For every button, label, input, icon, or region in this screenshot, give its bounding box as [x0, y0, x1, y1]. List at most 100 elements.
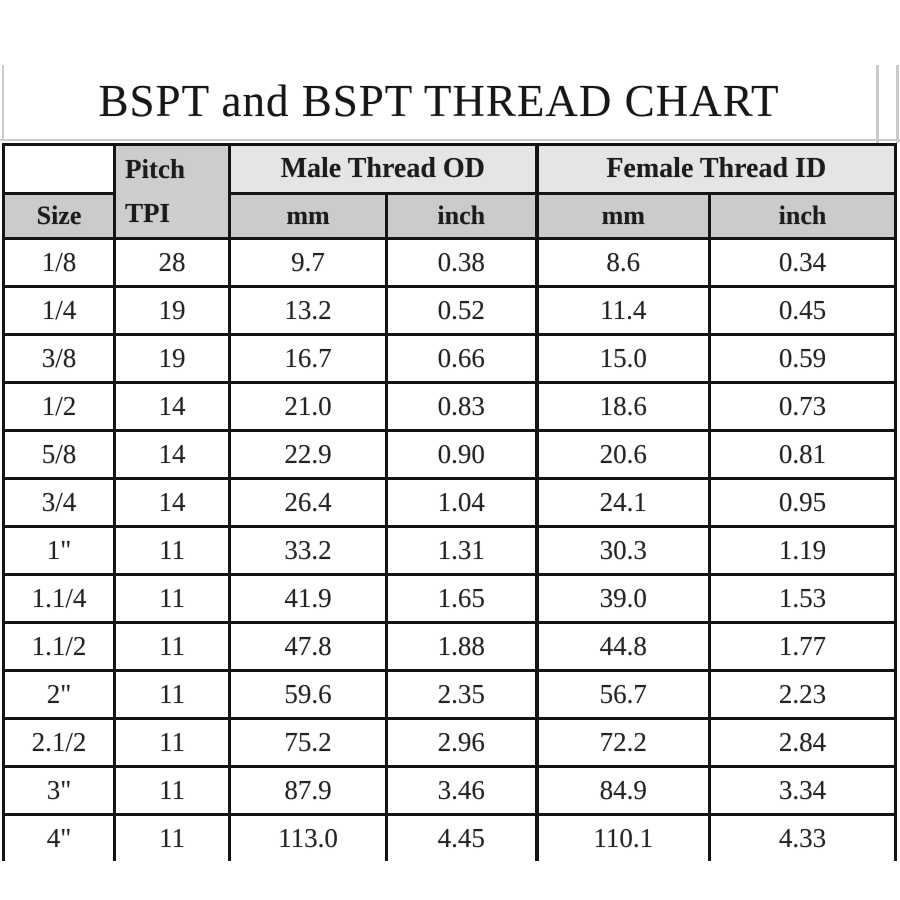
table-cell: 47.8 — [228, 621, 388, 672]
table-cell: 5/8 — [2, 429, 116, 480]
table-row: 1/2 14 21.0 0.83 18.6 0.73 — [2, 381, 897, 432]
table-cell: 110.1 — [535, 813, 711, 861]
table-cell: 11 — [113, 717, 231, 768]
table-row: 4" 11 113.0 4.45 110.1 4.33 — [2, 813, 897, 861]
table-cell: 13.2 — [228, 285, 388, 336]
table-cell: 2.1/2 — [2, 717, 116, 768]
scan-line-horizontal — [0, 139, 900, 141]
table-cell: 56.7 — [535, 669, 711, 720]
table-cell: 26.4 — [228, 477, 388, 528]
table-cell: 18.6 — [535, 381, 711, 432]
table-cell: 28 — [113, 237, 231, 288]
table-cell: 75.2 — [228, 717, 388, 768]
table-cell: 0.59 — [708, 333, 897, 384]
table-cell: 1.31 — [385, 525, 539, 576]
table-cell: 11 — [113, 621, 231, 672]
table-cell: 33.2 — [228, 525, 388, 576]
table-cell: 3.34 — [708, 765, 897, 816]
table-cell: 1/8 — [2, 237, 116, 288]
table-cell: 0.73 — [708, 381, 897, 432]
table-cell: 3/4 — [2, 477, 116, 528]
table-cell: 1" — [2, 525, 116, 576]
table-cell: 15.0 — [535, 333, 711, 384]
table-row: 2" 11 59.6 2.35 56.7 2.23 — [2, 669, 897, 720]
table-cell: 113.0 — [228, 813, 388, 861]
table-cell: 21.0 — [228, 381, 388, 432]
header-row-units: Size mm inch mm inch — [2, 192, 897, 240]
table-cell: 14 — [113, 429, 231, 480]
table-cell: 1.77 — [708, 621, 897, 672]
scan-line-vertical-left — [2, 65, 4, 140]
table-cell: 1.1/2 — [2, 621, 116, 672]
table-row: 1" 11 33.2 1.31 30.3 1.19 — [2, 525, 897, 576]
table-cell: 0.38 — [385, 237, 539, 288]
table-cell: 11 — [113, 669, 231, 720]
table-cell: 72.2 — [535, 717, 711, 768]
table-cell: 1.65 — [385, 573, 539, 624]
thread-chart-table: Pitch TPI Male Thread OD Female Thread I… — [2, 143, 897, 861]
table-cell: 1/4 — [2, 285, 116, 336]
female-mm-header: mm — [535, 192, 711, 240]
table-cell: 1/2 — [2, 381, 116, 432]
table-cell: 9.7 — [228, 237, 388, 288]
female-inch-header: inch — [708, 192, 897, 240]
table-cell: 44.8 — [535, 621, 711, 672]
page-title: BSPT and BSPT THREAD CHART — [98, 76, 780, 126]
male-thread-od-header: Male Thread OD — [228, 143, 539, 195]
scan-line-vertical-right-outer — [896, 65, 899, 143]
table-cell: 2" — [2, 669, 116, 720]
table-cell: 16.7 — [228, 333, 388, 384]
tpi-header-line2: TPI — [125, 197, 171, 228]
table-header: Pitch TPI Male Thread OD Female Thread I… — [2, 143, 897, 240]
table-cell: 20.6 — [535, 429, 711, 480]
table-cell: 3" — [2, 765, 116, 816]
table-cell: 1.04 — [385, 477, 539, 528]
table-cell: 39.0 — [535, 573, 711, 624]
table-cell: 11 — [113, 813, 231, 861]
table-cell: 1.88 — [385, 621, 539, 672]
table-cell: 0.83 — [385, 381, 539, 432]
table-cell: 19 — [113, 333, 231, 384]
table-cell: 14 — [113, 477, 231, 528]
corner-empty-cell — [2, 143, 116, 195]
table-cell: 4" — [2, 813, 116, 861]
table-cell: 0.81 — [708, 429, 897, 480]
table-cell: 0.45 — [708, 285, 897, 336]
table-row: 3" 11 87.9 3.46 84.9 3.34 — [2, 765, 897, 816]
table-cell: 11.4 — [535, 285, 711, 336]
scan-line-vertical-right-inner — [876, 65, 879, 143]
table-cell: 84.9 — [535, 765, 711, 816]
table-cell: 0.52 — [385, 285, 539, 336]
table-cell: 4.33 — [708, 813, 897, 861]
male-inch-header: inch — [385, 192, 539, 240]
table-cell: 11 — [113, 525, 231, 576]
table-cell: 41.9 — [228, 573, 388, 624]
table-cell: 30.3 — [535, 525, 711, 576]
table-cell: 0.95 — [708, 477, 897, 528]
table-row: 3/8 19 16.7 0.66 15.0 0.59 — [2, 333, 897, 384]
table-body: 1/8 28 9.7 0.38 8.6 0.34 1/4 19 13.2 0.52 11.4 0.45… — [2, 237, 897, 861]
table-cell: 8.6 — [535, 237, 711, 288]
table-cell: 1.1/4 — [2, 573, 116, 624]
table-cell: 2.96 — [385, 717, 539, 768]
table-cell: 11 — [113, 765, 231, 816]
table-cell: 2.84 — [708, 717, 897, 768]
table-cell: 2.23 — [708, 669, 897, 720]
table-cell: 22.9 — [228, 429, 388, 480]
table-cell: 3/8 — [2, 333, 116, 384]
table-row: 1/8 28 9.7 0.38 8.6 0.34 — [2, 237, 897, 288]
pitch-header-line1: Pitch — [125, 154, 185, 185]
size-header: Size — [2, 192, 116, 240]
table-cell: 3.46 — [385, 765, 539, 816]
table-cell: 14 — [113, 381, 231, 432]
table-cell: 59.6 — [228, 669, 388, 720]
table-row: 3/4 14 26.4 1.04 24.1 0.95 — [2, 477, 897, 528]
table-row: 2.1/2 11 75.2 2.96 72.2 2.84 — [2, 717, 897, 768]
table-cell: 11 — [113, 573, 231, 624]
table-row: 1.1/4 11 41.9 1.65 39.0 1.53 — [2, 573, 897, 624]
table-cell: 1.19 — [708, 525, 897, 576]
table-row: 5/8 14 22.9 0.90 20.6 0.81 — [2, 429, 897, 480]
male-mm-header: mm — [228, 192, 388, 240]
table-row: 1.1/2 11 47.8 1.88 44.8 1.77 — [2, 621, 897, 672]
table-cell: 2.35 — [385, 669, 539, 720]
